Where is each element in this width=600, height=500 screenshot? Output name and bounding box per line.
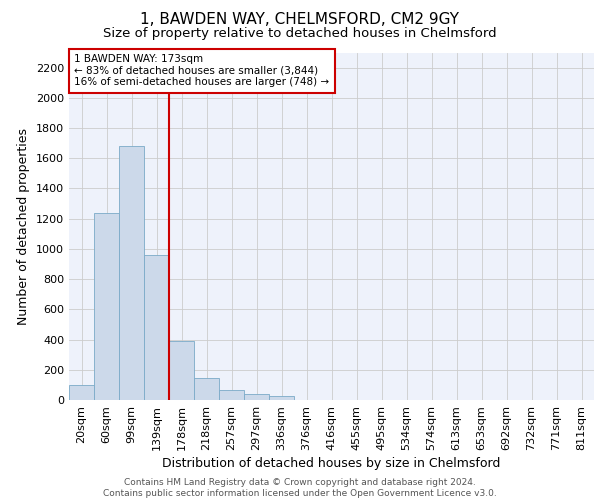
Bar [144, 255, 169, 400]
Bar [169, 341, 194, 400]
Bar [94, 212, 119, 400]
Text: Contains HM Land Registry data © Crown copyright and database right 2024.
Contai: Contains HM Land Registry data © Crown c… [103, 478, 497, 498]
Bar [69, 385, 94, 400]
Bar [194, 378, 219, 400]
Bar [244, 394, 269, 400]
X-axis label: Distribution of detached houses by size in Chelmsford: Distribution of detached houses by size … [163, 457, 500, 470]
Y-axis label: Number of detached properties: Number of detached properties [17, 128, 31, 325]
Text: 1 BAWDEN WAY: 173sqm
← 83% of detached houses are smaller (3,844)
16% of semi-de: 1 BAWDEN WAY: 173sqm ← 83% of detached h… [74, 54, 329, 88]
Bar [219, 390, 244, 400]
Bar [269, 396, 294, 400]
Text: 1, BAWDEN WAY, CHELMSFORD, CM2 9GY: 1, BAWDEN WAY, CHELMSFORD, CM2 9GY [140, 12, 460, 28]
Bar [119, 146, 144, 400]
Text: Size of property relative to detached houses in Chelmsford: Size of property relative to detached ho… [103, 28, 497, 40]
